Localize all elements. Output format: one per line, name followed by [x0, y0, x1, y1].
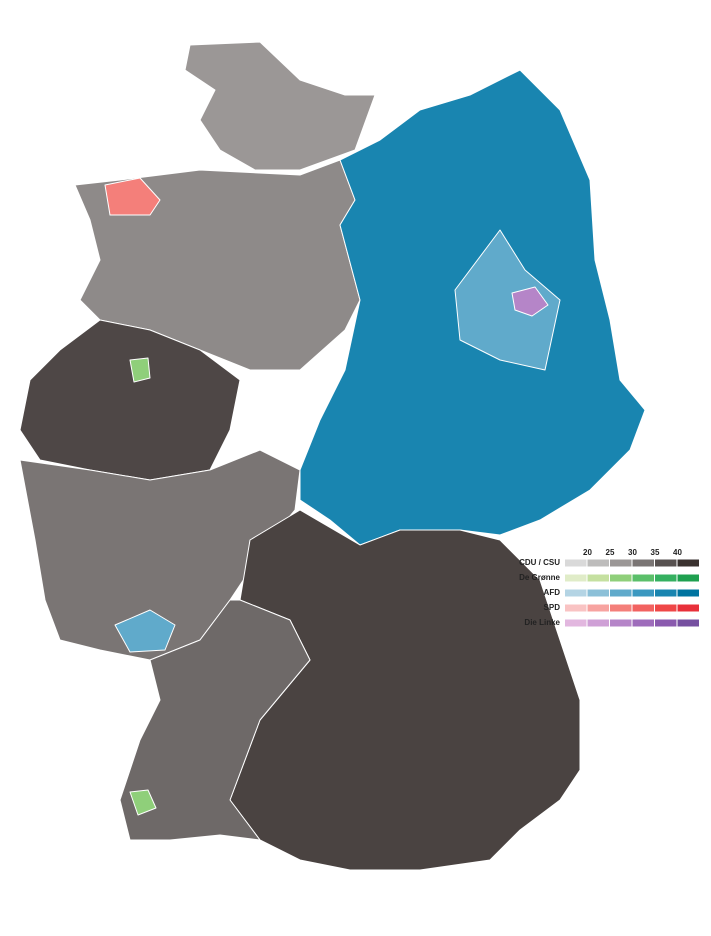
legend-swatch	[610, 559, 632, 567]
legend-swatch	[632, 559, 654, 567]
legend-label: SPD	[544, 603, 561, 612]
region-green-south	[129, 789, 157, 816]
legend-label: Die Linke	[524, 618, 560, 627]
region-east-inner	[454, 229, 561, 371]
legend-tick-label: 20	[583, 548, 592, 557]
legend-swatch	[632, 589, 654, 597]
legend-swatch	[677, 589, 699, 597]
legend-swatch	[632, 574, 654, 582]
region-west	[19, 319, 241, 481]
legend-tick-label: 40	[673, 548, 682, 557]
legend-swatch	[587, 619, 609, 627]
legend-swatch	[655, 559, 677, 567]
legend-tick-label: 30	[628, 548, 637, 557]
legend-swatch	[655, 574, 677, 582]
legend-swatch	[565, 574, 587, 582]
legend-swatch	[610, 574, 632, 582]
region-southwest	[119, 599, 311, 841]
legend-swatch	[677, 619, 699, 627]
legend-swatch	[587, 604, 609, 612]
legend-swatch	[655, 589, 677, 597]
legend-swatch	[587, 574, 609, 582]
legend: 20 25 30 35 40 CDU / CSU De Grønne AFD SPD Die Li…	[519, 548, 699, 627]
legend-swatch	[565, 604, 587, 612]
legend-tick-label: 35	[651, 548, 660, 557]
region-green	[129, 357, 151, 383]
region-north	[184, 41, 376, 171]
legend-swatch	[610, 589, 632, 597]
legend-label: CDU / CSU	[519, 558, 560, 567]
legend-tick-label: 25	[606, 548, 615, 557]
legend-swatch	[655, 604, 677, 612]
legend-swatch	[610, 604, 632, 612]
legend-label: De Grønne	[519, 573, 560, 582]
legend-swatch	[677, 559, 699, 567]
legend-swatch	[587, 589, 609, 597]
region-coast	[104, 177, 161, 216]
legend-swatch	[565, 619, 587, 627]
legend-swatch	[655, 619, 677, 627]
legend-swatch	[632, 619, 654, 627]
region-south-inner	[114, 609, 176, 653]
legend-label: AFD	[544, 588, 561, 597]
legend-swatch	[587, 559, 609, 567]
legend-swatch	[677, 574, 699, 582]
region-capital	[511, 286, 549, 317]
legend-swatch	[632, 604, 654, 612]
legend-swatch	[565, 559, 587, 567]
regions	[19, 41, 646, 871]
legend-swatch	[565, 589, 587, 597]
legend-swatch	[610, 619, 632, 627]
legend-swatch	[677, 604, 699, 612]
